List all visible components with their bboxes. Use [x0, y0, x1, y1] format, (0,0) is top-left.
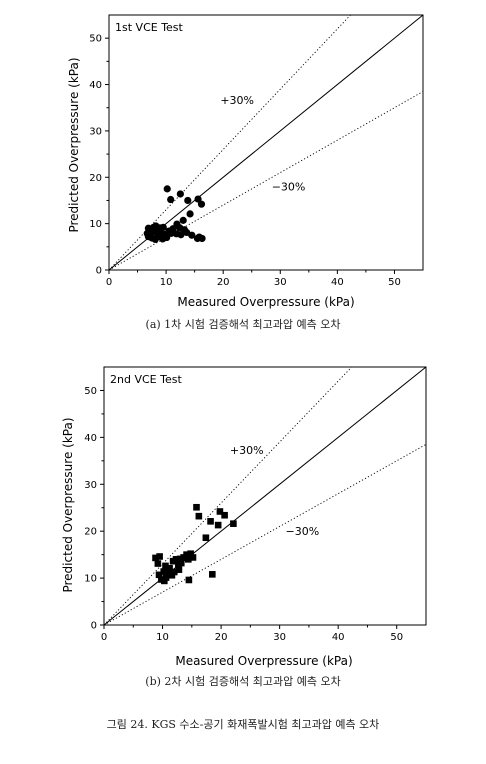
data-point	[184, 196, 192, 205]
y-tick-label: 40	[89, 80, 102, 91]
data-point	[177, 231, 185, 239]
reference-line-minus30	[109, 91, 423, 270]
x-axis-label: Measured Overpressure (kPa)	[177, 295, 354, 309]
chart-title: 1st VCE Test	[115, 21, 184, 34]
figure-caption: 그림 24. KGS 수소-공기 화재폭발시험 최고과압 예측 오차	[106, 718, 380, 731]
x-tick-label: 40	[331, 277, 344, 288]
data-point	[216, 508, 224, 515]
data-point	[214, 521, 222, 529]
data-point	[152, 554, 159, 562]
data-point	[187, 550, 194, 557]
data-point	[172, 556, 180, 563]
plot-frame	[103, 366, 427, 626]
data-point	[185, 576, 193, 584]
data-point	[209, 571, 216, 578]
data-point	[197, 200, 206, 208]
data-point	[168, 571, 176, 579]
data-point	[163, 233, 171, 242]
data-point	[154, 560, 162, 567]
reference-line-plus30	[109, 15, 352, 270]
annotation-plus30: +30%	[230, 444, 264, 457]
data-point	[194, 195, 202, 203]
x-tick-label: 0	[101, 632, 107, 643]
scatter-chart-2nd-vce: Predicted Overpressure (kPa) Measured Ov…	[61, 366, 427, 668]
y-tick-label: 40	[84, 433, 97, 444]
data-point	[185, 556, 192, 563]
data-point	[179, 216, 187, 224]
data-point	[207, 518, 214, 525]
caption-a: (a) 1차 시험 검증해석 최고과압 예측 오차	[145, 318, 341, 331]
y-tick-label: 50	[89, 34, 102, 45]
data-point	[156, 553, 163, 560]
data-point	[186, 210, 194, 218]
x-tick-label: 30	[274, 277, 287, 288]
reference-line-plus30	[104, 367, 353, 625]
y-axis-label: Predicted Overpressure (kPa)	[61, 417, 75, 592]
data-point	[164, 570, 172, 578]
x-tick-label: 50	[390, 632, 403, 643]
data-point	[155, 571, 163, 579]
annotation-minus30: −30%	[272, 180, 306, 193]
x-tick-label: 40	[332, 632, 345, 643]
data-point	[159, 223, 167, 231]
data-point	[166, 564, 173, 572]
data-point	[176, 555, 184, 563]
y-tick-label: 50	[84, 386, 97, 397]
data-point	[221, 511, 228, 519]
x-tick-label: 20	[217, 277, 230, 288]
data-point	[189, 554, 197, 561]
data-point	[175, 566, 183, 573]
data-point	[177, 559, 185, 567]
data-point	[202, 534, 210, 542]
data-point	[230, 520, 237, 527]
data-point	[188, 231, 196, 239]
x-tick-label: 20	[215, 632, 228, 643]
data-point	[162, 574, 170, 581]
scatter-chart-1st-vce: Predicted Overpressure (kPa) Measured Ov…	[67, 14, 424, 309]
y-tick-label: 20	[89, 173, 102, 184]
plot-frame	[108, 14, 424, 271]
y-tick-label: 20	[84, 527, 97, 538]
annotation-minus30: −30%	[285, 525, 319, 538]
x-tick-label: 50	[388, 277, 401, 288]
data-point	[176, 190, 184, 198]
reference-line-minus30	[104, 444, 426, 625]
chart-title: 2nd VCE Test	[110, 373, 182, 386]
data-point	[162, 562, 169, 570]
y-axis-label: Predicted Overpressure (kPa)	[67, 57, 81, 232]
y-tick-label: 10	[84, 574, 97, 585]
y-tick-label: 0	[96, 266, 102, 277]
y-tick-label: 30	[84, 480, 97, 491]
x-tick-label: 10	[160, 277, 173, 288]
x-tick-label: 10	[156, 632, 169, 643]
data-point	[195, 512, 203, 520]
annotation-plus30: +30%	[220, 94, 254, 107]
x-tick-label: 0	[106, 277, 112, 288]
y-tick-label: 10	[89, 219, 102, 230]
data-point	[163, 185, 171, 193]
reference-line-1to1	[104, 367, 426, 625]
data-point	[180, 554, 187, 561]
caption-b: (b) 2차 시험 검증해석 최고과압 예측 오차	[145, 675, 341, 688]
data-point	[193, 234, 202, 243]
x-tick-label: 30	[273, 632, 286, 643]
y-tick-label: 0	[91, 621, 97, 632]
x-axis-label: Measured Overpressure (kPa)	[175, 654, 352, 668]
data-point	[160, 568, 168, 575]
y-tick-label: 30	[89, 126, 102, 137]
data-point	[167, 195, 175, 204]
data-point	[193, 503, 200, 511]
